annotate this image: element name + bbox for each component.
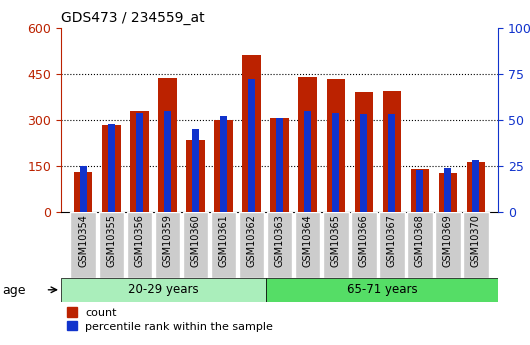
FancyBboxPatch shape — [210, 212, 236, 278]
FancyBboxPatch shape — [379, 212, 404, 278]
FancyBboxPatch shape — [183, 212, 208, 278]
Bar — [467, 162, 485, 212]
Bar — [102, 125, 120, 212]
FancyBboxPatch shape — [99, 212, 125, 278]
Bar — [332, 112, 339, 212]
Text: GSM10359: GSM10359 — [163, 214, 172, 267]
FancyBboxPatch shape — [238, 212, 264, 278]
Text: GSM10367: GSM10367 — [387, 214, 396, 267]
Text: age: age — [3, 284, 26, 297]
Legend: count, percentile rank within the sample: count, percentile rank within the sample — [66, 307, 273, 332]
Text: GSM10360: GSM10360 — [190, 214, 200, 267]
FancyBboxPatch shape — [295, 212, 321, 278]
Bar — [439, 173, 457, 212]
Bar — [276, 118, 283, 212]
Text: GSM10355: GSM10355 — [107, 214, 117, 267]
Text: GSM10363: GSM10363 — [275, 214, 285, 267]
Bar — [74, 172, 92, 212]
Bar — [388, 114, 395, 212]
Bar — [411, 169, 429, 212]
Bar — [136, 112, 143, 212]
FancyBboxPatch shape — [267, 212, 293, 278]
FancyBboxPatch shape — [435, 212, 461, 278]
Bar — [360, 114, 367, 212]
Bar — [266, 278, 498, 302]
Bar — [242, 55, 261, 212]
Text: GSM10362: GSM10362 — [246, 214, 257, 267]
Bar — [270, 118, 289, 212]
Bar — [80, 166, 87, 212]
Bar — [298, 77, 317, 212]
Bar — [416, 170, 423, 212]
Bar — [108, 124, 115, 212]
FancyBboxPatch shape — [407, 212, 432, 278]
Text: GSM10366: GSM10366 — [359, 214, 369, 267]
Bar — [304, 111, 311, 212]
Bar — [383, 91, 401, 212]
Text: GSM10369: GSM10369 — [443, 214, 453, 267]
Bar — [472, 160, 479, 212]
Text: GSM10370: GSM10370 — [471, 214, 481, 267]
Text: GSM10368: GSM10368 — [414, 214, 425, 267]
FancyBboxPatch shape — [463, 212, 489, 278]
FancyBboxPatch shape — [127, 212, 152, 278]
Text: GSM10356: GSM10356 — [135, 214, 145, 267]
Text: GSM10354: GSM10354 — [78, 214, 89, 267]
Text: 20-29 years: 20-29 years — [128, 283, 199, 296]
FancyBboxPatch shape — [70, 212, 96, 278]
Text: GSM10361: GSM10361 — [218, 214, 228, 267]
Bar — [164, 111, 171, 212]
Bar — [158, 78, 176, 212]
Text: GSM10365: GSM10365 — [331, 214, 341, 267]
Bar — [444, 168, 451, 212]
Bar — [61, 278, 266, 302]
Bar — [215, 120, 233, 212]
Bar — [187, 140, 205, 212]
Bar — [192, 129, 199, 212]
Bar — [220, 116, 227, 212]
Bar — [130, 111, 148, 212]
FancyBboxPatch shape — [351, 212, 376, 278]
FancyBboxPatch shape — [155, 212, 180, 278]
Text: 65-71 years: 65-71 years — [347, 283, 417, 296]
Text: GDS473 / 234559_at: GDS473 / 234559_at — [61, 11, 205, 25]
Bar — [355, 92, 373, 212]
Text: GSM10364: GSM10364 — [303, 214, 313, 267]
FancyBboxPatch shape — [323, 212, 349, 278]
Bar — [248, 79, 255, 212]
Bar — [326, 79, 345, 212]
